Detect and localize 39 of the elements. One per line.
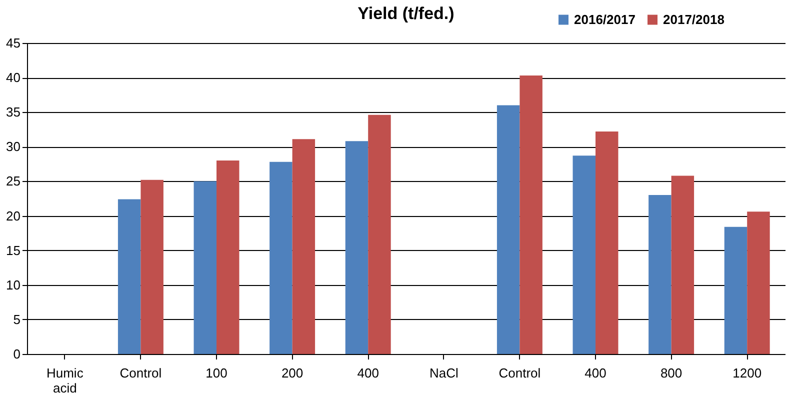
bar <box>368 114 391 354</box>
y-tick-label: 25 <box>6 174 20 189</box>
x-tick-label: 1200 <box>732 366 762 380</box>
x-tick-label: NaCl <box>429 366 458 380</box>
x-tick-label: 400 <box>357 366 379 380</box>
bar <box>671 176 694 354</box>
x-tick-label: 200 <box>281 366 304 380</box>
y-tick-label: 40 <box>6 70 20 86</box>
bar <box>140 180 164 354</box>
x-tick-label: Control <box>120 366 162 380</box>
y-tick-label: 30 <box>6 139 20 154</box>
legend-label: 2016/2017 <box>574 12 636 27</box>
y-tick-label: 35 <box>6 104 20 120</box>
y-tick-label: 5 <box>13 312 20 327</box>
y-tick-label: 45 <box>6 36 20 50</box>
chart-title: Yield (t/fed.) <box>358 4 454 23</box>
x-tick-label: 800 <box>660 366 682 380</box>
bar <box>572 156 596 354</box>
bar <box>118 199 141 354</box>
bar <box>345 141 368 354</box>
legend-label: 2017/2018 <box>663 12 724 27</box>
bar <box>648 195 672 354</box>
x-tick-label: Humic acid <box>46 366 84 396</box>
y-tick-label: 0 <box>13 346 20 362</box>
bar <box>194 181 216 354</box>
bar <box>724 226 748 354</box>
bar <box>747 212 770 354</box>
bar <box>596 131 618 354</box>
x-tick-label: Control <box>498 366 541 380</box>
y-tick-label: 15 <box>6 242 20 258</box>
bar <box>216 160 240 354</box>
x-tick-label: 100 <box>206 366 228 380</box>
bar <box>520 75 542 354</box>
bar <box>496 105 520 354</box>
bar <box>292 139 316 354</box>
y-tick-label: 10 <box>6 277 20 292</box>
y-tick-label: 20 <box>6 208 20 224</box>
x-tick-label: 400 <box>584 366 606 380</box>
bar <box>270 162 292 354</box>
